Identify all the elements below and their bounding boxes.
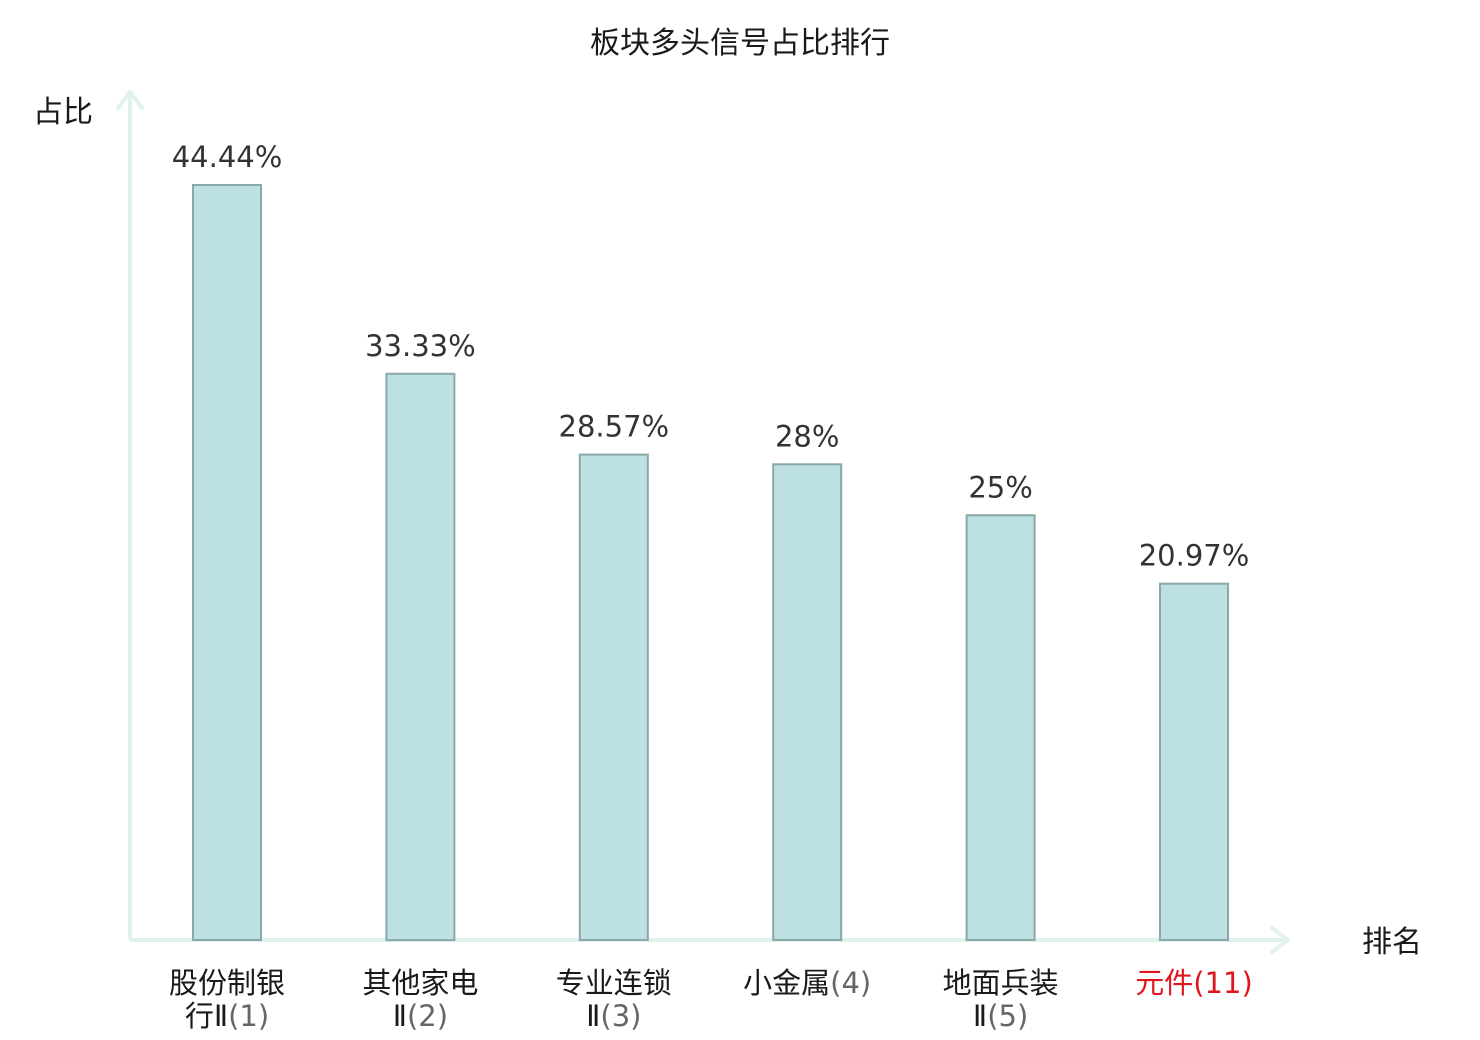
value-label-4: 28% xyxy=(775,419,839,453)
bar-3 xyxy=(578,453,649,941)
value-label-3: 28.57% xyxy=(559,410,670,444)
category-name-line1: 专业连锁 xyxy=(556,966,672,1000)
data-labels: 44.44% 33.33% 28.57% 28% 25% 20.97% xyxy=(172,140,1250,573)
category-name: 小金属 xyxy=(743,966,830,1000)
bar-1 xyxy=(192,184,262,941)
category-rank: (11) xyxy=(1193,966,1253,1000)
category-label-4: 小金属(4) xyxy=(743,966,871,1000)
category-rank: (2) xyxy=(407,999,448,1033)
value-label-6: 20.97% xyxy=(1139,539,1250,573)
category-rank: (4) xyxy=(830,966,871,1000)
bar-4 xyxy=(772,463,843,941)
x-axis-title: 排名 xyxy=(1362,925,1422,960)
y-axis-title: 占比 xyxy=(33,95,93,130)
category-label-6: 元件(11) xyxy=(1135,966,1253,1000)
chart-title: 板块多头信号占比排行 xyxy=(590,26,890,61)
category-label-5: 地面兵装 Ⅱ(5) xyxy=(943,966,1059,1033)
category-name-line2: Ⅱ xyxy=(586,999,600,1033)
bar-series xyxy=(192,184,1229,942)
category-name-line1: 其他家电 xyxy=(362,966,478,1000)
bar-2 xyxy=(385,372,456,942)
category-rank: (1) xyxy=(228,999,269,1033)
y-axis xyxy=(116,90,144,940)
category-label-1: 股份制银行Ⅱ(1) xyxy=(169,966,285,1033)
category-name: 元件 xyxy=(1135,966,1193,1000)
value-label-5: 25% xyxy=(968,470,1032,504)
category-name-line2: 行Ⅱ xyxy=(185,999,228,1033)
category-label-3: 专业连锁 Ⅱ(3) xyxy=(556,966,672,1033)
x-axis xyxy=(130,926,1290,954)
bar-5 xyxy=(965,514,1036,941)
value-label-2: 33.33% xyxy=(365,329,476,363)
category-name-line1: 地面兵装 xyxy=(943,966,1059,1000)
category-name-line2: Ⅱ xyxy=(973,999,987,1033)
category-label-2: 其他家电 Ⅱ(2) xyxy=(362,966,478,1033)
category-rank: (3) xyxy=(600,999,641,1033)
category-name-line1: 股份制银 xyxy=(169,966,285,1000)
category-rank: (5) xyxy=(987,999,1028,1033)
value-label-1: 44.44% xyxy=(172,140,283,174)
category-name-line2: Ⅱ xyxy=(393,999,407,1033)
category-labels: 股份制银行Ⅱ(1)其他家电 Ⅱ(2)专业连锁 Ⅱ(3)小金属(4) 地面兵装 Ⅱ(5)元… xyxy=(169,966,1253,1033)
bar-6 xyxy=(1159,582,1229,941)
